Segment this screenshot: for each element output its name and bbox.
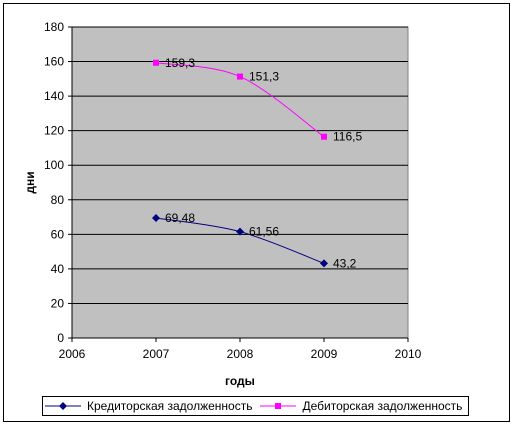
data-label: 43,2: [333, 256, 357, 270]
x-tick-label: 2007: [143, 347, 170, 361]
x-axis-ticks: 2006 2007 2008 2009 2010: [59, 338, 422, 361]
y-tick-label: 0: [57, 331, 64, 345]
data-point-square: [153, 59, 159, 66]
y-tick-label: 120: [44, 124, 64, 138]
legend-label-creditor: Кредиторская задолженность: [87, 399, 253, 413]
y-tick-label: 80: [51, 193, 65, 207]
data-label: 116,5: [333, 130, 362, 144]
y-tick-label: 160: [44, 55, 64, 69]
data-point-square: [237, 73, 243, 80]
x-axis-title: годы: [225, 374, 255, 388]
y-tick-label: 20: [51, 296, 65, 310]
x-tick-label: 2006: [59, 347, 86, 361]
y-tick-label: 40: [51, 262, 65, 276]
data-label: 151,3: [249, 70, 279, 84]
y-tick-label: 140: [44, 89, 64, 103]
data-label: 69,48: [165, 211, 195, 225]
x-tick-label: 2009: [311, 347, 338, 361]
legend-swatch-diamond-icon: [45, 402, 81, 410]
y-tick-label: 180: [44, 20, 64, 34]
data-point-diamond: [320, 259, 328, 268]
data-label: 61,56: [249, 225, 279, 239]
data-point-diamond: [152, 213, 160, 222]
legend-label-debtor: Дебиторская задолженность: [302, 399, 463, 413]
legend-swatch-square-icon: [260, 403, 297, 409]
legend-item-creditor: Кредиторская задолженность: [43, 399, 252, 413]
data-point-square: [321, 133, 327, 140]
x-tick-label: 2008: [227, 347, 254, 361]
data-label: 159,3: [165, 56, 195, 70]
x-tick-label: 2010: [395, 347, 422, 361]
square-marker-icon: [275, 403, 282, 409]
chart-legend: Кредиторская задолженность Дебиторская з…: [42, 396, 469, 416]
series-group: 69,48 61,56 43,2 159,3 151,3 116,5: [152, 56, 362, 270]
diamond-marker-icon: [59, 402, 67, 410]
y-axis-title: дни: [23, 171, 37, 193]
y-tick-label: 100: [44, 158, 64, 172]
y-axis-ticks: 0 20 40 60 80 100 120 140 160 180: [44, 20, 72, 345]
data-point-diamond: [236, 227, 244, 236]
legend-item-debtor: Дебиторская задолженность: [258, 399, 462, 413]
y-tick-label: 60: [51, 227, 65, 241]
